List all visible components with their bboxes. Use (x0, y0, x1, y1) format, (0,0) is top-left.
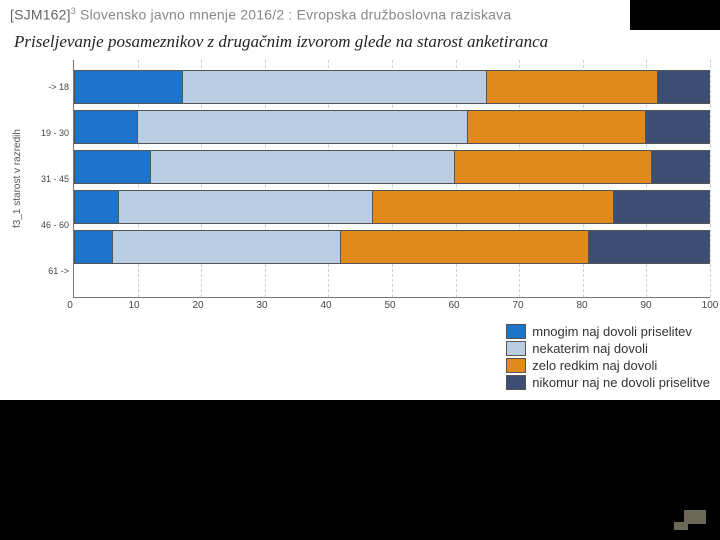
bar-segment-mnogim (75, 71, 183, 103)
bar-segment-redkim (373, 191, 614, 223)
bar-row (74, 150, 710, 184)
axis-spacer (10, 298, 70, 314)
x-tick: 40 (320, 300, 331, 311)
bar-segment-nikomur (646, 111, 709, 143)
bar-segment-nekaterim (119, 191, 373, 223)
corner-block-2 (674, 522, 688, 530)
chart-card: f3_1 starost v razredih -> 18 19 - 30 31 -… (0, 54, 720, 318)
x-axis-wrap: 0102030405060708090100 (10, 298, 710, 314)
x-tick: 60 (448, 300, 459, 311)
category-label: -> 18 (27, 70, 69, 104)
legend-row: nekaterim naj dovoli (506, 341, 710, 356)
x-tick: 20 (192, 300, 203, 311)
x-tick: 90 (640, 300, 651, 311)
subtitle-wrap: Priseljevanje posameznikov z drugačnim i… (0, 27, 720, 54)
x-tick: 70 (512, 300, 523, 311)
survey-header: [SJM162]3 Slovensko javno mnenje 2016/2 … (0, 0, 720, 27)
x-tick: 10 (128, 300, 139, 311)
bar-segment-redkim (468, 111, 646, 143)
chart-title: Priseljevanje posameznikov z drugačnim i… (14, 31, 706, 52)
category-column: -> 18 19 - 30 31 - 45 46 - 60 61 -> (25, 60, 73, 298)
bar-segment-nekaterim (138, 111, 468, 143)
legend-label: mnogim naj dovoli priselitev (532, 324, 692, 339)
grid-line (710, 60, 711, 297)
bar-row (74, 70, 710, 104)
bar-row (74, 230, 710, 264)
x-tick: 80 (576, 300, 587, 311)
chart-inner: f3_1 starost v razredih -> 18 19 - 30 31 -… (10, 60, 710, 298)
category-label: 31 - 45 (27, 162, 69, 196)
x-tick: 100 (702, 300, 719, 311)
bar-segment-nikomur (614, 191, 709, 223)
bar-segment-mnogim (75, 231, 113, 263)
category-label: 46 - 60 (27, 208, 69, 242)
bar-segment-redkim (455, 151, 652, 183)
category-label: 19 - 30 (27, 116, 69, 150)
legend-swatch (506, 324, 526, 339)
bar-segment-nekaterim (151, 151, 455, 183)
bar-segment-mnogim (75, 111, 138, 143)
legend-swatch (506, 341, 526, 356)
bar-row (74, 110, 710, 144)
plot-area (73, 60, 710, 298)
bar-row (74, 190, 710, 224)
legend-swatch (506, 375, 526, 390)
legend-row: mnogim naj dovoli priselitev (506, 324, 710, 339)
page: [SJM162]3 Slovensko javno mnenje 2016/2 … (0, 0, 720, 540)
x-axis: 0102030405060708090100 (70, 298, 710, 314)
legend-wrap: mnogim naj dovoli priselitev nekaterim na… (0, 318, 720, 400)
legend: mnogim naj dovoli priselitev nekaterim na… (506, 322, 710, 392)
bar-segment-redkim (341, 231, 588, 263)
legend-swatch (506, 358, 526, 373)
legend-row: nikomur naj ne dovoli priselitve (506, 375, 710, 390)
bar-segment-nekaterim (113, 231, 341, 263)
bars-container (74, 70, 710, 264)
survey-code: [SJM162] (10, 7, 71, 23)
survey-title: Slovensko javno mnenje 2016/2 : Evropska… (76, 7, 511, 23)
x-tick: 30 (256, 300, 267, 311)
bar-segment-nekaterim (183, 71, 487, 103)
bar-segment-nikomur (652, 151, 709, 183)
corner-decoration (666, 506, 706, 530)
y-axis-label: f3_1 starost v razredih (10, 60, 25, 298)
bar-segment-nikomur (658, 71, 709, 103)
bar-segment-mnogim (75, 191, 119, 223)
bar-segment-mnogim (75, 151, 151, 183)
category-label: 61 -> (27, 254, 69, 288)
bar-segment-nikomur (589, 231, 709, 263)
header-black-corner (630, 0, 720, 30)
legend-row: zelo redkim naj dovoli (506, 358, 710, 373)
legend-label: nikomur naj ne dovoli priselitve (532, 375, 710, 390)
legend-label: zelo redkim naj dovoli (532, 358, 657, 373)
x-tick: 0 (67, 300, 73, 311)
bar-segment-redkim (487, 71, 658, 103)
legend-label: nekaterim naj dovoli (532, 341, 648, 356)
x-tick: 50 (384, 300, 395, 311)
